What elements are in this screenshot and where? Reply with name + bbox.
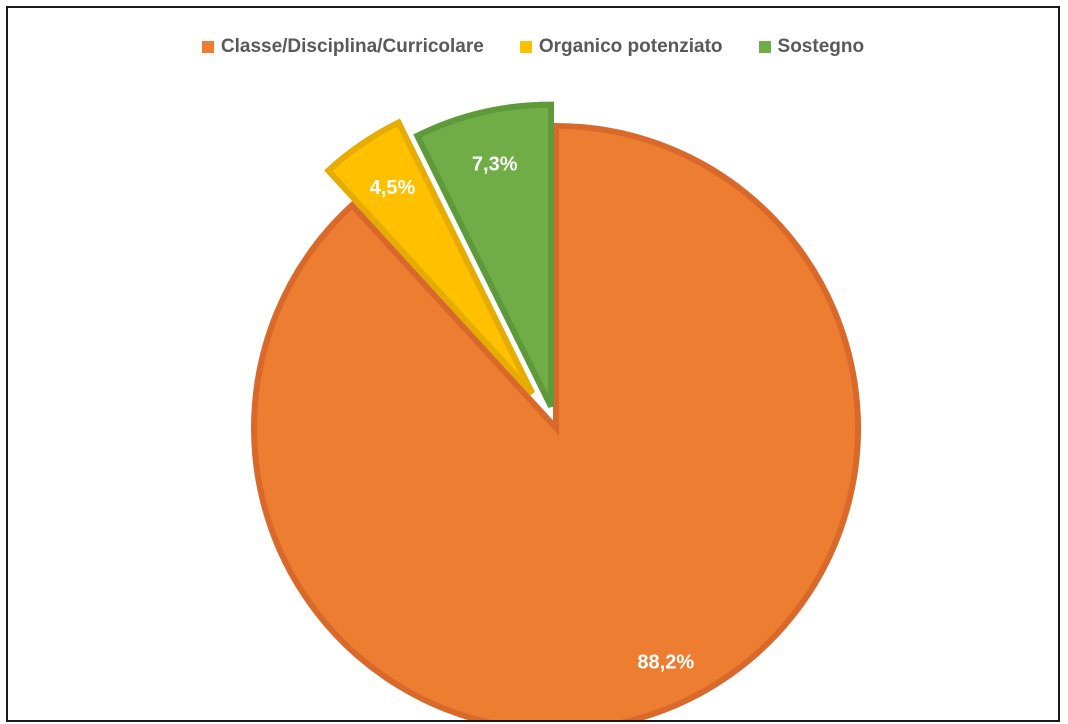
legend-label-sostegno: Sostegno xyxy=(777,36,865,57)
legend-label-classe: Classe/Disciplina/Curricolare xyxy=(220,36,484,57)
legend-swatch-organico xyxy=(519,41,532,53)
data-label-sostegno: 7,3% xyxy=(472,154,518,176)
legend-swatch-sostegno xyxy=(758,41,771,53)
chart-legend: Classe/Disciplina/Curricolare Organico p… xyxy=(8,36,1058,58)
chart-frame: Classe/Disciplina/Curricolare Organico p… xyxy=(6,6,1060,722)
legend-entry-sostegno: Sostegno xyxy=(758,36,865,58)
data-label-classe: 88,2% xyxy=(637,652,694,674)
legend-swatch-classe xyxy=(201,41,214,53)
pie-slice-sostegno xyxy=(413,101,554,408)
pie-chart: 88,2% 4,5% 7,3% xyxy=(251,101,861,720)
data-label-organico: 4,5% xyxy=(370,177,416,199)
pie-slice-organico xyxy=(324,118,535,396)
legend-entry-classe: Classe/Disciplina/Curricolare xyxy=(201,36,484,58)
legend-label-organico: Organico potenziato xyxy=(538,36,723,57)
legend-entry-organico: Organico potenziato xyxy=(519,36,723,58)
pie-slice-classe xyxy=(251,122,861,720)
